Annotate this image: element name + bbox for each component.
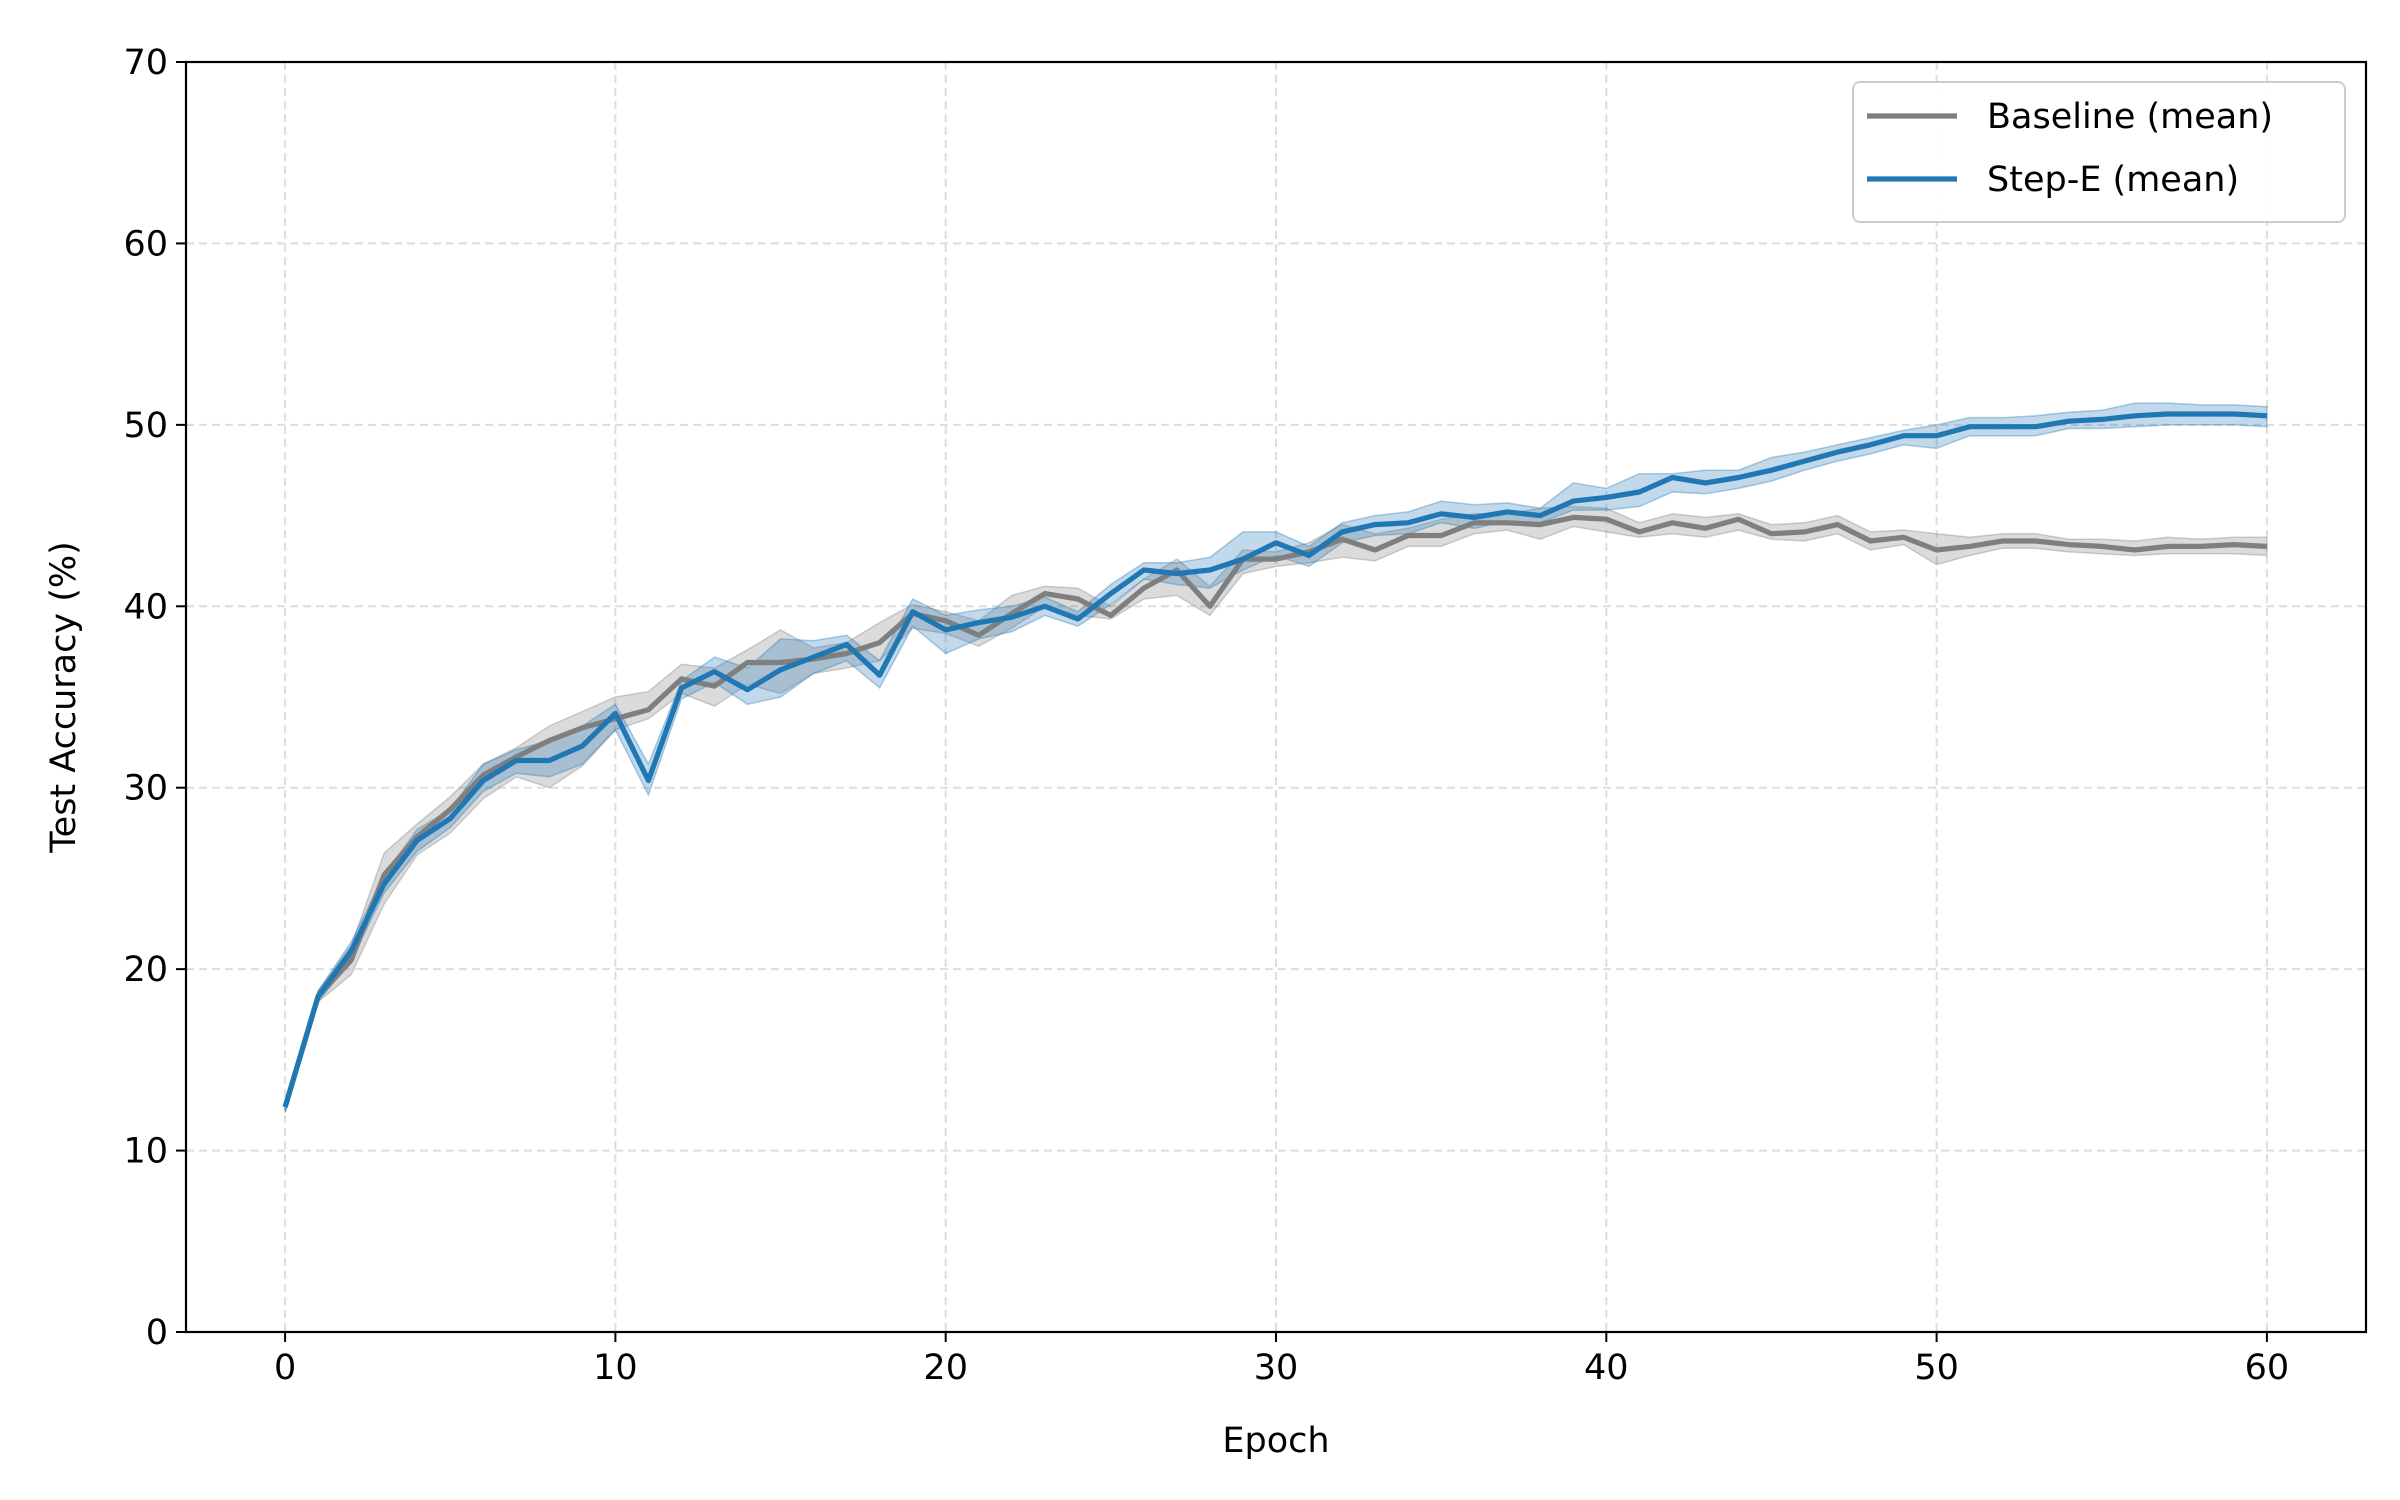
legend-box bbox=[1852, 81, 2346, 223]
x-tick-label: 10 bbox=[593, 1348, 638, 1388]
x-axis-ticks: 0 10 20 30 40 50 60 bbox=[274, 1332, 2289, 1388]
y-tick-label: 70 bbox=[123, 43, 168, 83]
y-tick-label: 40 bbox=[123, 587, 168, 627]
x-tick-label: 40 bbox=[1584, 1348, 1629, 1388]
series-line-2 bbox=[282, 411, 2268, 1108]
y-tick-label: 50 bbox=[123, 406, 168, 446]
x-tick-label: 30 bbox=[1254, 1348, 1299, 1388]
y-tick-label: 10 bbox=[123, 1132, 168, 1172]
y-tick-label: 20 bbox=[123, 950, 168, 990]
x-tick-label: 60 bbox=[2245, 1348, 2290, 1388]
legend-label-2: Step-E (mean) bbox=[1987, 160, 2239, 200]
series-band-1 bbox=[284, 505, 2268, 1113]
y-tick-label: 0 bbox=[146, 1313, 168, 1353]
y-tick-label: 60 bbox=[123, 224, 168, 264]
grid-lines bbox=[186, 61, 2366, 1333]
x-tick-label: 20 bbox=[923, 1348, 968, 1388]
y-tick-label: 30 bbox=[123, 769, 168, 809]
x-axis-label: Epoch bbox=[1222, 1421, 1329, 1461]
y-axis-label: Test Accuracy (%) bbox=[44, 541, 84, 854]
x-tick-label: 0 bbox=[274, 1348, 296, 1388]
x-tick-label: 50 bbox=[1914, 1348, 1959, 1388]
legend-label-1: Baseline (mean) bbox=[1987, 97, 2273, 137]
y-axis-ticks: 0 10 20 30 40 50 60 70 bbox=[123, 43, 186, 1353]
series-lines bbox=[282, 411, 2268, 1108]
legend: Baseline (mean) Step-E (mean) bbox=[1852, 81, 2346, 223]
